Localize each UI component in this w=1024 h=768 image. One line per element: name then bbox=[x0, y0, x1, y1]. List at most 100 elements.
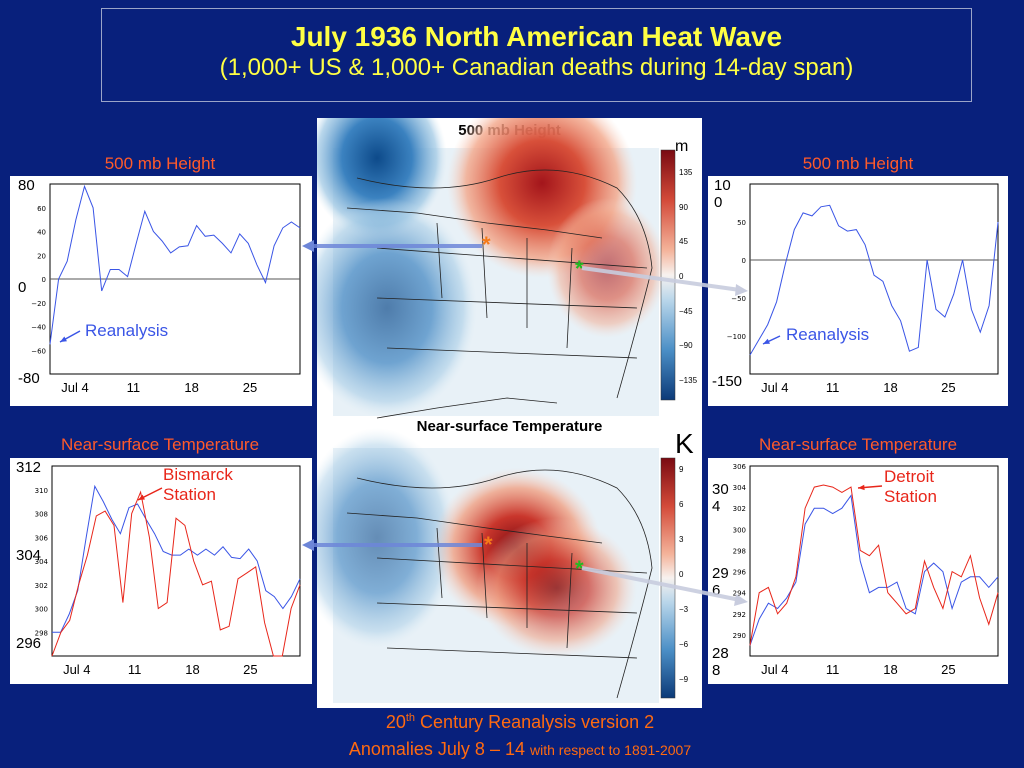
series-line-reanalysis bbox=[749, 204, 999, 356]
chart-annotation: Station bbox=[884, 487, 937, 506]
map-top-colorbar bbox=[660, 149, 676, 401]
y-large-label: 8 bbox=[712, 662, 720, 679]
colorbar-bottom-tick: 3 bbox=[679, 535, 684, 544]
map-bottom-marker-bismarck: * bbox=[484, 532, 493, 557]
y-large-label: 10 bbox=[714, 177, 731, 194]
footer-line1-pre: 20 bbox=[385, 712, 406, 732]
colorbar-bottom-tick: −3 bbox=[679, 605, 689, 614]
chart-bl-label: Near-surface Temperature bbox=[60, 435, 260, 454]
chart-tr-label: 500 mb Height bbox=[802, 154, 914, 173]
map-bottom-borders bbox=[346, 469, 653, 699]
y-tick-label: 300 bbox=[35, 606, 48, 614]
y-tick-label: −60 bbox=[31, 347, 46, 355]
x-tick-label: Jul 4 bbox=[761, 662, 788, 677]
map-top-marker-detroit: * bbox=[575, 256, 584, 281]
x-tick-label: 18 bbox=[883, 662, 897, 677]
map-bottom-colorbar-ticks: 9 6 3 0 −3 −6 −9 bbox=[679, 465, 689, 684]
chart-br: 306 304 302 300 298 296 294 292 290 30 4 29 6 28 8 Jul … bbox=[708, 458, 1008, 684]
map-top-marker-bismarck: * bbox=[482, 232, 491, 257]
map-panel: 500 mb Height m Near-surface Temperature… bbox=[317, 118, 702, 708]
y-tick-label: 306 bbox=[733, 463, 747, 471]
chart-br-label: Near-surface Temperature bbox=[758, 435, 958, 454]
chart-tr: 50 0 −50 −100 10 0 -150 Jul 4 11 18 25 Reanalysis bbox=[708, 176, 1008, 406]
chart-annotation: Reanalysis bbox=[786, 325, 869, 344]
x-tick-label: 25 bbox=[243, 380, 257, 395]
chart-annotation: Detroit bbox=[884, 467, 934, 486]
colorbar-top-tick: 135 bbox=[679, 168, 693, 177]
x-tick-label: Jul 4 bbox=[63, 662, 90, 677]
y-large-label: 0 bbox=[18, 279, 26, 296]
y-large-label: 6 bbox=[712, 582, 720, 599]
map-bottom-unit: K bbox=[675, 428, 694, 459]
y-tick-label: 40 bbox=[37, 229, 46, 237]
y-tick-label: 292 bbox=[733, 611, 746, 619]
chart-br-svg: 306 304 302 300 298 296 294 292 290 304 296 288 Jul … bbox=[712, 463, 999, 679]
series-line-station bbox=[749, 484, 999, 646]
y-tick-label: 20 bbox=[37, 252, 46, 260]
chart-annotation: Reanalysis bbox=[85, 321, 168, 340]
y-large-label: 29 bbox=[712, 565, 729, 582]
y-tick-label: 308 bbox=[35, 511, 48, 519]
chart-bl: 310 308 306 304 302 300 298 312 304 296 Jul 4 11 18 2… bbox=[10, 458, 312, 684]
annotation-arrowhead bbox=[763, 338, 770, 344]
chart-annotation: Bismarck bbox=[163, 465, 233, 484]
series-line-reanalysis bbox=[49, 184, 301, 345]
chart-bl-svg: 310 308 306 304 302 300 298 312 304 296 Jul 4 11 18 2… bbox=[16, 459, 301, 677]
y-large-label: 28 bbox=[712, 645, 729, 662]
y-tick-label: −40 bbox=[31, 324, 46, 332]
y-tick-label: 294 bbox=[733, 590, 747, 598]
y-large-label: 4 bbox=[712, 498, 720, 515]
chart-annotation: Station bbox=[163, 485, 216, 504]
colorbar-top-tick: −135 bbox=[679, 376, 698, 385]
map-top-colorbar-ticks: 135 90 45 0 −45 −90 −135 bbox=[679, 168, 698, 385]
plot-frame bbox=[749, 465, 999, 657]
x-tick-label: 11 bbox=[826, 380, 840, 395]
y-tick-label: 0 bbox=[42, 276, 46, 284]
y-tick-label: 60 bbox=[37, 205, 46, 213]
plot-frame bbox=[51, 465, 301, 657]
y-tick-label: 296 bbox=[733, 569, 747, 577]
x-tick-label: 25 bbox=[941, 662, 955, 677]
colorbar-bottom-tick: −6 bbox=[679, 640, 689, 649]
x-tick-label: 11 bbox=[127, 380, 141, 395]
y-tick-label: −20 bbox=[31, 300, 46, 308]
y-tick-label: 304 bbox=[35, 558, 49, 566]
y-tick-label: 298 bbox=[35, 629, 48, 637]
chart-tl-svg: 60 40 20 0 −20 −40 −60 80 0 -80 Jul 4 11 18 25 Reanaly… bbox=[18, 177, 301, 395]
y-tick-label: 50 bbox=[737, 219, 746, 227]
map-bottom-colorbar bbox=[660, 457, 676, 699]
y-tick-label: 304 bbox=[733, 484, 747, 492]
y-large-label: -80 bbox=[18, 370, 40, 387]
y-tick-label: −100 bbox=[727, 333, 746, 341]
annotation-arrowhead bbox=[858, 484, 865, 491]
colorbar-bottom-tick: −9 bbox=[679, 675, 689, 684]
colorbar-bottom-tick: 6 bbox=[679, 500, 684, 509]
colorbar-top-tick: 45 bbox=[679, 237, 688, 246]
y-large-label: 296 bbox=[16, 635, 41, 652]
series-line-station bbox=[51, 490, 301, 657]
y-tick-label: 290 bbox=[733, 632, 746, 640]
slide-title: July 1936 North American Heat Wave bbox=[290, 21, 783, 52]
y-large-label: 312 bbox=[16, 459, 41, 476]
y-large-label: 30 bbox=[712, 481, 729, 498]
colorbar-top-tick: −45 bbox=[679, 307, 693, 316]
x-tick-label: 18 bbox=[184, 380, 198, 395]
title-box: July 1936 North American Heat Wave (1,00… bbox=[101, 8, 972, 102]
y-large-label: 304 bbox=[16, 547, 41, 564]
x-tick-label: 25 bbox=[243, 662, 257, 677]
y-large-label: -150 bbox=[712, 373, 742, 390]
footer-line1: 20th Century Reanalysis version 2 bbox=[250, 712, 790, 733]
x-tick-label: 18 bbox=[883, 380, 897, 395]
slide-subtitle: (1,000+ US & 1,000+ Canadian deaths duri… bbox=[219, 54, 854, 81]
colorbar-top-tick: −90 bbox=[679, 341, 693, 350]
x-tick-label: 11 bbox=[826, 662, 840, 677]
x-tick-label: 25 bbox=[941, 380, 955, 395]
y-tick-label: 306 bbox=[35, 534, 49, 542]
y-large-label: 80 bbox=[18, 177, 35, 194]
footer-line1-sup: th bbox=[405, 712, 416, 724]
x-tick-label: 11 bbox=[128, 662, 142, 677]
footer-line1-post: Century Reanalysis version 2 bbox=[415, 712, 655, 732]
y-large-label: 0 bbox=[714, 194, 722, 211]
y-tick-label: 298 bbox=[733, 547, 746, 555]
footer-line2-main: Anomalies July 8 – 14 bbox=[348, 739, 525, 759]
